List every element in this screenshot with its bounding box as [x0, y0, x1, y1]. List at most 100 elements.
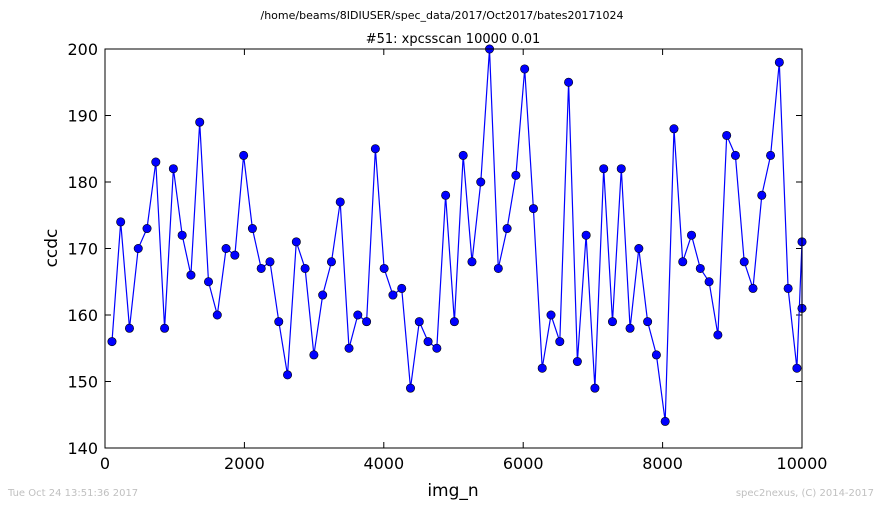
- data-point: [415, 317, 423, 325]
- data-point: [266, 258, 274, 266]
- data-point: [362, 317, 370, 325]
- data-point: [301, 264, 309, 272]
- data-point: [169, 165, 177, 173]
- data-point: [652, 351, 660, 359]
- data-point: [600, 165, 608, 173]
- data-point: [705, 278, 713, 286]
- y-tick-label: 180: [67, 173, 98, 192]
- data-point: [239, 151, 247, 159]
- data-point: [529, 204, 537, 212]
- data-point: [275, 317, 283, 325]
- data-point: [196, 118, 204, 126]
- data-point: [687, 231, 695, 239]
- x-tick-label: 6000: [503, 454, 544, 473]
- data-point: [722, 131, 730, 139]
- data-point: [398, 284, 406, 292]
- data-point: [758, 191, 766, 199]
- y-axis-label: ccdc: [42, 229, 62, 268]
- y-tick-label: 190: [67, 107, 98, 126]
- data-point: [775, 58, 783, 66]
- data-point: [327, 258, 335, 266]
- data-point: [626, 324, 634, 332]
- data-point: [740, 258, 748, 266]
- credit-footer: spec2nexus, (C) 2014-2017: [736, 488, 874, 499]
- plot-frame: [105, 49, 802, 448]
- data-point: [635, 244, 643, 252]
- file-path-title: /home/beams/8IDIUSER/spec_data/2017/Oct2…: [261, 9, 624, 22]
- data-point: [310, 351, 318, 359]
- data-point: [134, 244, 142, 252]
- data-point: [152, 158, 160, 166]
- data-point: [231, 251, 239, 259]
- data-point: [714, 331, 722, 339]
- data-point: [670, 125, 678, 133]
- data-point: [187, 271, 195, 279]
- data-point: [204, 278, 212, 286]
- data-point: [494, 264, 502, 272]
- data-point: [354, 311, 362, 319]
- data-point: [345, 344, 353, 352]
- data-point: [257, 264, 265, 272]
- data-point: [283, 371, 291, 379]
- data-point: [617, 165, 625, 173]
- data-point: [213, 311, 221, 319]
- data-point: [556, 337, 564, 345]
- data-point: [459, 151, 467, 159]
- data-point: [441, 191, 449, 199]
- data-point: [406, 384, 414, 392]
- y-tick-label: 160: [67, 306, 98, 325]
- data-point: [512, 171, 520, 179]
- data-point: [116, 218, 124, 226]
- data-point: [749, 284, 757, 292]
- x-axis-label: img_n: [427, 481, 478, 501]
- data-point: [222, 244, 230, 252]
- data-point: [538, 364, 546, 372]
- data-point: [380, 264, 388, 272]
- data-point: [178, 231, 186, 239]
- axis-ticks: 0 2000 4000 6000 8000 10000 140 150 160 170 180 190…: [67, 40, 827, 473]
- data-point: [731, 151, 739, 159]
- y-tick-label: 170: [67, 240, 98, 259]
- timestamp-footer: Tue Oct 24 13:51:36 2017: [8, 488, 138, 499]
- data-point: [784, 284, 792, 292]
- chart: /home/beams/8IDIUSER/spec_data/2017/Oct2…: [0, 0, 884, 509]
- y-tick-label: 200: [67, 40, 98, 59]
- data-point: [125, 324, 133, 332]
- data-point: [573, 357, 581, 365]
- data-point: [318, 291, 326, 299]
- data-point: [108, 337, 116, 345]
- x-tick-label: 2000: [224, 454, 265, 473]
- series-ccdc: [108, 45, 806, 426]
- data-point: [424, 337, 432, 345]
- x-tick-label: 0: [100, 454, 110, 473]
- data-point: [547, 311, 555, 319]
- data-point: [608, 317, 616, 325]
- data-point: [292, 238, 300, 246]
- data-point: [160, 324, 168, 332]
- data-point: [766, 151, 774, 159]
- data-point: [336, 198, 344, 206]
- data-point: [520, 65, 528, 73]
- data-point: [591, 384, 599, 392]
- data-point: [389, 291, 397, 299]
- y-tick-label: 140: [67, 439, 98, 458]
- data-point: [477, 178, 485, 186]
- x-tick-label: 8000: [642, 454, 683, 473]
- data-point: [679, 258, 687, 266]
- y-tick-label: 150: [67, 373, 98, 392]
- data-point: [793, 364, 801, 372]
- data-point: [143, 224, 151, 232]
- data-point: [564, 78, 572, 86]
- data-point: [696, 264, 704, 272]
- data-point: [450, 317, 458, 325]
- data-point: [503, 224, 511, 232]
- series-line: [112, 49, 802, 421]
- x-tick-label: 4000: [363, 454, 404, 473]
- data-point: [468, 258, 476, 266]
- data-point: [248, 224, 256, 232]
- data-point: [433, 344, 441, 352]
- data-point: [661, 417, 669, 425]
- data-point: [643, 317, 651, 325]
- data-point: [371, 145, 379, 153]
- x-tick-label: 10000: [777, 454, 828, 473]
